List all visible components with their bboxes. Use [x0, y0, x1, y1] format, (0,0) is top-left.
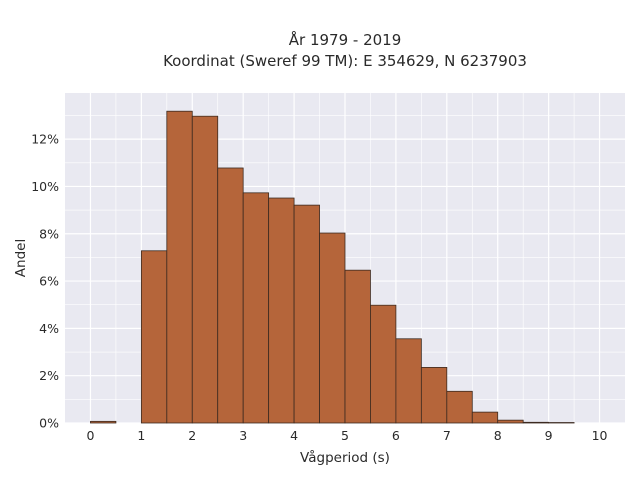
histogram-bar: [140, 250, 168, 424]
y-tick-label: 12%: [31, 132, 59, 147]
x-tick-label: 1: [137, 428, 145, 443]
x-tick-label: 10: [592, 428, 608, 443]
y-tick-label: 6%: [39, 274, 59, 289]
x-tick-label: 0: [86, 428, 94, 443]
y-tick-label: 10%: [31, 179, 59, 194]
histogram-bar: [319, 232, 346, 424]
histogram-bar: [166, 110, 193, 424]
histogram-bars: [90, 110, 575, 424]
histogram-bar: [446, 390, 473, 424]
y-axis-label: Andel: [13, 239, 29, 277]
histogram-bar: [497, 419, 524, 424]
x-tick-label: 6: [392, 428, 400, 443]
histogram-bar: [344, 269, 371, 424]
y-axis-ticks: 0% 2% 4% 6% 8% 10% 12%: [31, 132, 59, 431]
histogram-bar: [90, 420, 117, 424]
x-tick-label: 8: [494, 428, 502, 443]
x-tick-label: 4: [290, 428, 298, 443]
y-tick-label: 2%: [39, 368, 59, 383]
y-tick-label: 8%: [39, 226, 59, 241]
histogram-bar: [268, 197, 295, 424]
x-tick-label: 7: [443, 428, 451, 443]
histogram-bar: [420, 367, 448, 424]
chart-title: År 1979 - 2019: [289, 30, 402, 49]
histogram-bar: [217, 167, 244, 424]
x-axis-ticks: 0 1 2 3 4 5 6 7 8 9 10: [86, 428, 607, 443]
y-tick-label: 0%: [39, 416, 59, 431]
histogram-bar: [242, 192, 270, 424]
histogram-bar: [471, 411, 499, 424]
x-tick-label: 5: [341, 428, 349, 443]
histogram-bar: [293, 204, 320, 424]
x-axis-label: Vågperiod (s): [300, 449, 390, 466]
x-tick-label: 2: [188, 428, 196, 443]
histogram-bar: [370, 304, 397, 424]
histogram-bar: [191, 115, 219, 424]
chart-subtitle: Koordinat (Sweref 99 TM): E 354629, N 62…: [163, 52, 527, 70]
y-tick-label: 4%: [39, 321, 59, 336]
histogram-bar: [522, 421, 550, 424]
x-tick-label: 3: [239, 428, 247, 443]
x-tick-label: 9: [545, 428, 553, 443]
histogram-bar: [395, 338, 422, 424]
